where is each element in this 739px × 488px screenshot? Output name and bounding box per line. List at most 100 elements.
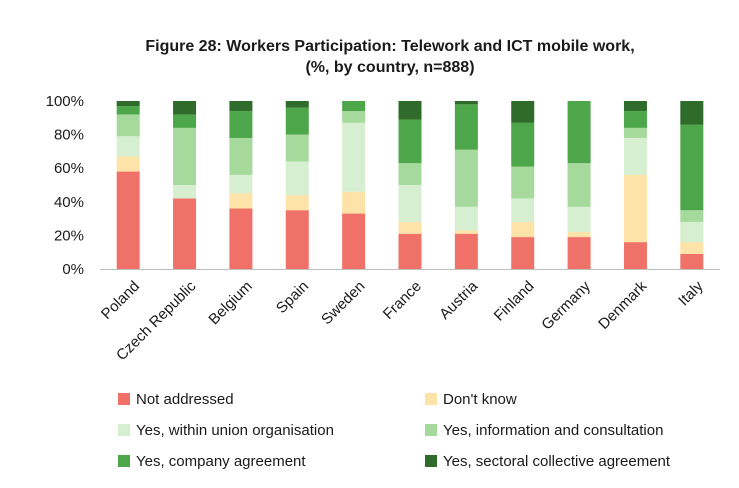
bar-segment (173, 127, 197, 185)
x-tick-label: Belgium (205, 278, 255, 328)
bar-segment (454, 149, 478, 207)
bar-segment (511, 122, 535, 167)
x-tick-label: Germany (538, 277, 594, 333)
y-tick-label: 60% (54, 160, 84, 177)
bar-segment (454, 233, 478, 269)
y-tick-label: 0% (62, 261, 84, 278)
bar-segment (398, 221, 422, 234)
bar-segment (567, 232, 591, 238)
legend-swatch (425, 424, 437, 436)
plot-area (116, 101, 704, 269)
bar-segment (623, 111, 647, 128)
legend-label: Don't know (443, 391, 517, 408)
bar-segment (680, 253, 704, 269)
bar-segment (285, 101, 309, 108)
bar-segment (229, 101, 253, 112)
bar-segment (511, 198, 535, 222)
bar-segment (116, 156, 140, 172)
bar-segment (680, 101, 704, 125)
bar-segment (285, 107, 309, 135)
bar-stack (285, 101, 309, 269)
bar-stack (116, 101, 140, 269)
bar-segment (511, 237, 535, 269)
legend-swatch (118, 455, 130, 467)
bar-segment (229, 137, 253, 175)
x-tick-label: Italy (675, 277, 707, 309)
bar-segment (398, 101, 422, 120)
bar-segment (116, 106, 140, 115)
bar-segment (567, 163, 591, 207)
bar-stack (623, 101, 647, 269)
bar-segment (229, 208, 253, 269)
x-tick-label: Denmark (595, 277, 650, 332)
legend-swatch (118, 393, 130, 405)
bar-segment (285, 134, 309, 162)
bar-stack (173, 101, 197, 269)
x-tick-label: Austria (436, 277, 481, 322)
y-tick-label: 20% (54, 227, 84, 244)
bar-segment (173, 185, 197, 199)
bar-segment (454, 230, 478, 234)
bar-stack (342, 101, 366, 269)
bar-segment (116, 101, 140, 107)
bar-segment (680, 242, 704, 254)
legend: Not addressed Don't know Yes, within union… (118, 391, 671, 470)
bar-segment (116, 114, 140, 137)
bar-stack (511, 101, 535, 269)
bar-segment (398, 185, 422, 222)
bar-segment (285, 161, 309, 196)
bar-segment (567, 237, 591, 269)
bar-segment (173, 198, 197, 269)
legend-label: Yes, sectoral collective agreement (443, 453, 671, 470)
bar-segment (454, 101, 478, 105)
legend-label: Yes, within union organisation (136, 422, 334, 439)
bar-segment (623, 101, 647, 112)
y-tick-label: 100% (46, 93, 84, 110)
bar-stack (398, 101, 422, 269)
legend-swatch (425, 393, 437, 405)
bar-segment (173, 114, 197, 128)
x-tick-label: France (380, 278, 425, 323)
bar-segment (623, 174, 647, 243)
bar-segment (342, 213, 366, 269)
bar-segment (398, 233, 422, 269)
x-tick-label: Sweden (318, 278, 368, 328)
bar-segment (454, 104, 478, 150)
bar-segment (680, 210, 704, 222)
bar-segment (623, 127, 647, 138)
bar-segment (623, 137, 647, 175)
bar-stack (567, 101, 591, 269)
legend-label: Not addressed (136, 391, 234, 408)
bar-segment (680, 221, 704, 243)
bar-segment (342, 191, 366, 214)
bar-segment (342, 111, 366, 123)
bar-segment (342, 122, 366, 192)
x-tick-label: Spain (273, 278, 312, 317)
chart-title: Figure 28: Workers Participation: Telewo… (145, 38, 634, 55)
bar-segment (623, 242, 647, 269)
y-axis: 0% 20% 40% 60% 80% 100% (46, 93, 84, 278)
bar-segment (454, 206, 478, 231)
bar-segment (511, 101, 535, 123)
x-tick-label: Finland (491, 278, 538, 325)
bar-segment (285, 195, 309, 211)
legend-swatch (118, 424, 130, 436)
y-tick-label: 40% (54, 194, 84, 211)
bar-segment (173, 101, 197, 115)
bar-segment (285, 210, 309, 269)
bar-segment (511, 221, 535, 238)
bar-segment (567, 101, 591, 164)
x-tick-label: Poland (98, 278, 143, 323)
bar-stack (229, 101, 253, 269)
bar-segment (511, 166, 535, 199)
bar-stack (680, 101, 704, 269)
bar-stack (454, 101, 478, 269)
bar-segment (398, 163, 422, 185)
bar-segment (680, 124, 704, 211)
bar-segment (342, 101, 366, 112)
bar-segment (567, 206, 591, 233)
bar-segment (398, 119, 422, 164)
bar-segment (229, 193, 253, 209)
